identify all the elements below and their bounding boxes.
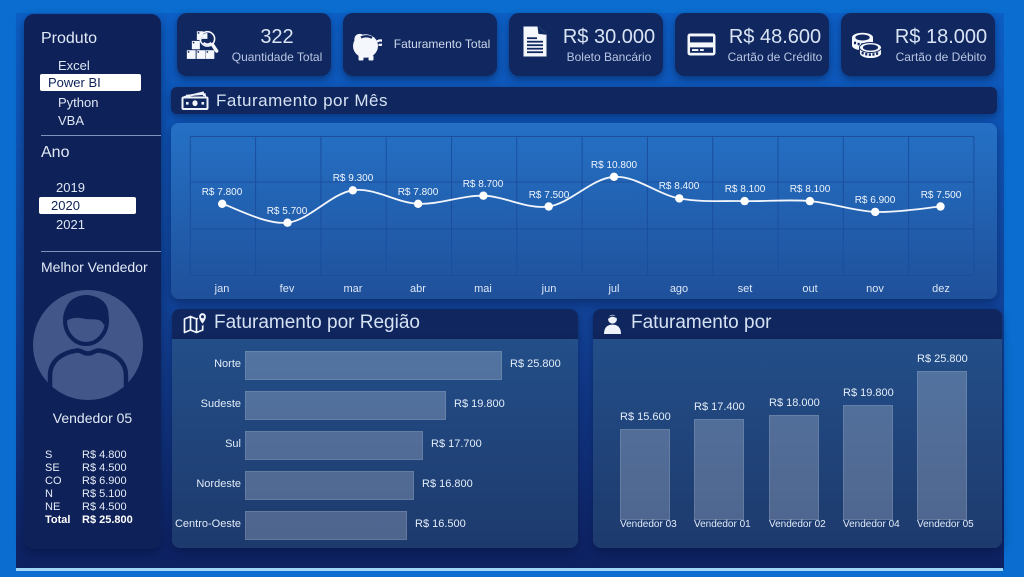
svg-text:set: set xyxy=(738,283,753,295)
svg-text:R$ 8.400: R$ 8.400 xyxy=(659,181,700,192)
svg-text:jul: jul xyxy=(607,283,619,295)
svg-text:R$ 8.100: R$ 8.100 xyxy=(725,184,766,195)
svg-text:fev: fev xyxy=(280,283,295,295)
svg-text:R$ 8.100: R$ 8.100 xyxy=(790,184,831,195)
svg-text:R$ 7.500: R$ 7.500 xyxy=(921,190,962,201)
svg-text:R$ 9.300: R$ 9.300 xyxy=(333,173,374,184)
svg-text:out: out xyxy=(802,283,817,295)
svg-text:nov: nov xyxy=(866,283,884,295)
svg-text:mar: mar xyxy=(344,283,363,295)
svg-text:R$ 7.800: R$ 7.800 xyxy=(398,187,439,198)
svg-text:jan: jan xyxy=(214,283,230,295)
svg-text:R$ 6.900: R$ 6.900 xyxy=(855,195,896,206)
svg-text:jun: jun xyxy=(541,283,557,295)
svg-text:R$ 8.700: R$ 8.700 xyxy=(463,179,504,190)
svg-text:dez: dez xyxy=(932,283,950,295)
svg-text:ago: ago xyxy=(670,283,688,295)
svg-text:abr: abr xyxy=(410,283,426,295)
svg-text:R$ 10.800: R$ 10.800 xyxy=(591,160,638,171)
svg-text:R$ 5.700: R$ 5.700 xyxy=(267,206,308,217)
svg-text:mai: mai xyxy=(474,283,492,295)
svg-text:R$ 7.500: R$ 7.500 xyxy=(529,190,570,201)
svg-text:R$ 7.800: R$ 7.800 xyxy=(202,187,243,198)
